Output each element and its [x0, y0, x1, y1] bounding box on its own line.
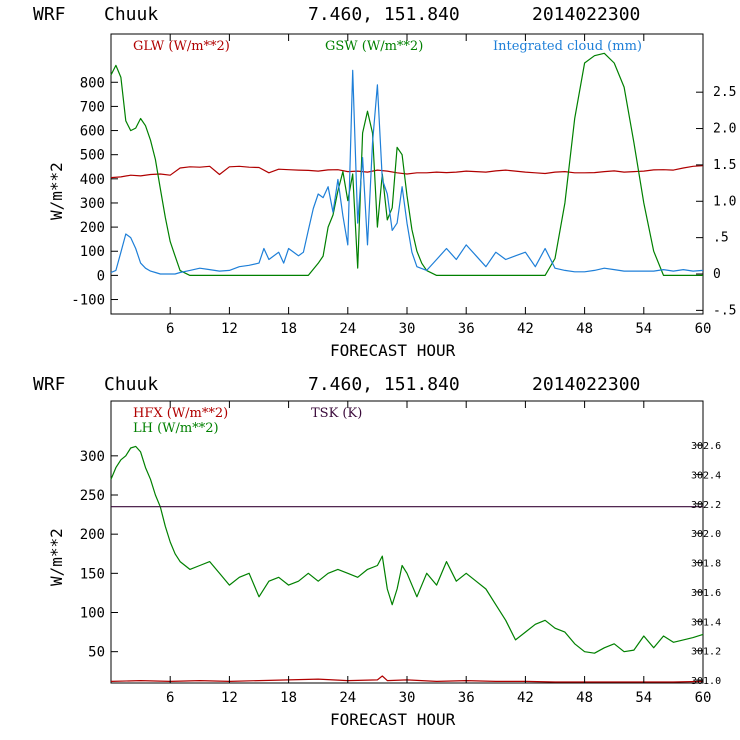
y2-tick-label: 301.6	[691, 588, 721, 599]
series-lines	[110, 445, 704, 683]
series-line-hfx	[110, 675, 704, 683]
y-tick-label: 300	[80, 449, 105, 465]
x-axis-label: FORECAST HOUR	[330, 710, 456, 729]
x-tick-label: 60	[695, 321, 712, 337]
x-tick-label: 42	[517, 690, 534, 706]
header-coords: 7.460, 151.840	[308, 374, 460, 395]
x-tick-label: 18	[280, 690, 297, 706]
y-ticks: 50 100 150 200 250 300	[80, 449, 118, 661]
legend-hfx: HFX (W/m**2)	[133, 406, 228, 421]
header-coords: 7.460, 151.840	[308, 4, 460, 25]
y-tick-label: 500	[80, 148, 105, 164]
header-model: WRF	[33, 4, 66, 25]
y-tick-label: -100	[71, 293, 105, 309]
legend-gsw: GSW (W/m**2)	[325, 39, 423, 54]
chart-bottom: WRF Chuuk 7.460, 151.840 2014022300 6 12 1…	[33, 374, 721, 729]
x-tick-label: 12	[221, 321, 238, 337]
y2-tick-label: 302.2	[691, 500, 721, 511]
x-ticks: 6 12 18 24 30 36 42 48 54 60	[166, 401, 711, 706]
x-tick-label: 54	[635, 321, 652, 337]
y2-tick-label: 301.4	[691, 617, 721, 628]
y2-tick-label: 302.4	[691, 470, 721, 481]
x-tick-label: 6	[166, 321, 174, 337]
y2-tick-label: 1.5	[713, 158, 736, 173]
y2-ticks: -.5 0 .5 1.0 1.5 2.0 2.5	[696, 85, 736, 318]
legend-cloud: Integrated cloud (mm)	[493, 39, 642, 54]
x-tick-label: 24	[339, 321, 356, 337]
series-line-lh	[110, 445, 704, 654]
y-tick-label: 250	[80, 488, 105, 504]
y2-tick-label: 2.0	[713, 122, 736, 137]
y2-tick-label: 301.2	[691, 647, 721, 658]
header-init: 2014022300	[532, 4, 640, 25]
header-location: Chuuk	[104, 4, 158, 25]
y2-tick-label: 302.0	[691, 529, 721, 540]
y-tick-label: 200	[80, 527, 105, 543]
legend-lh: LH (W/m**2)	[133, 421, 219, 436]
y-tick-label: 800	[80, 75, 105, 91]
y2-tick-label: 2.5	[713, 85, 736, 100]
header-location: Chuuk	[104, 374, 158, 395]
x-tick-label: 36	[458, 690, 475, 706]
y-tick-label: 100	[80, 244, 105, 260]
series-line-gsw	[110, 52, 703, 276]
x-tick-label: 36	[458, 321, 475, 337]
x-tick-label: 54	[635, 690, 652, 706]
y-axis-label: W/m**2	[47, 528, 66, 586]
x-axis-label: FORECAST HOUR	[330, 341, 456, 360]
y-tick-label: 50	[88, 645, 105, 661]
header-model: WRF	[33, 374, 66, 395]
x-tick-label: 48	[576, 321, 593, 337]
legend-glw: GLW (W/m**2)	[133, 39, 230, 54]
header-init: 2014022300	[532, 374, 640, 395]
x-ticks: 6 12 18 24 30 36 42 48 54 60	[166, 34, 711, 337]
x-tick-label: 24	[339, 690, 356, 706]
x-tick-label: 18	[280, 321, 297, 337]
y-tick-label: 600	[80, 124, 105, 140]
y-tick-label: 100	[80, 606, 105, 622]
y-axis-label: W/m**2	[47, 162, 66, 220]
series-line-integrated	[110, 69, 704, 275]
y2-ticks: 301.0 301.2 301.4 301.6 301.8 302.0 302.2 302.4…	[691, 441, 721, 687]
x-tick-label: 42	[517, 321, 534, 337]
plot-frame	[110, 400, 704, 684]
y-tick-label: 150	[80, 566, 105, 582]
series-line-glw	[110, 165, 704, 179]
y2-tick-label: .5	[713, 231, 729, 246]
y2-tick-label: 301.0	[691, 676, 721, 687]
series-lines	[110, 52, 704, 276]
y2-tick-label: 1.0	[713, 194, 736, 209]
y2-tick-label: 301.8	[691, 559, 721, 570]
y2-tick-label: -.5	[713, 303, 736, 318]
x-tick-label: 30	[399, 690, 416, 706]
y2-tick-label: 302.6	[691, 441, 721, 452]
chart-top: WRF Chuuk 7.460, 151.840 2014022300 6 12 1…	[33, 4, 736, 360]
x-tick-label: 60	[695, 690, 712, 706]
x-tick-label: 12	[221, 690, 238, 706]
y2-tick-label: 0	[713, 267, 721, 282]
y-tick-label: 200	[80, 220, 105, 236]
x-tick-label: 48	[576, 690, 593, 706]
y-tick-label: 0	[97, 268, 105, 284]
y-tick-label: 700	[80, 99, 105, 115]
y-tick-label: 300	[80, 196, 105, 212]
y-tick-label: 400	[80, 172, 105, 188]
x-tick-label: 30	[399, 321, 416, 337]
legend-tsk: TSK (K)	[311, 406, 362, 421]
y-ticks: -100 0 100 200 300 400 500 600 700 800	[71, 75, 118, 309]
x-tick-label: 6	[166, 690, 174, 706]
